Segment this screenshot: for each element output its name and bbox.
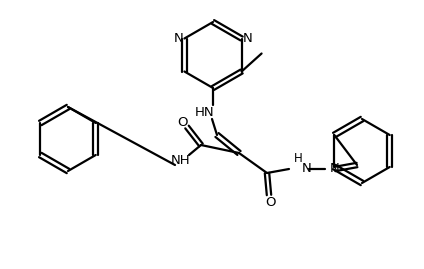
Text: O: O (177, 116, 187, 129)
Text: HN: HN (195, 107, 215, 119)
Text: NH: NH (171, 154, 191, 168)
Text: N: N (330, 162, 340, 175)
Text: N: N (243, 32, 252, 45)
Text: O: O (266, 196, 276, 208)
Text: H: H (294, 153, 302, 165)
Text: N: N (302, 162, 312, 175)
Text: N: N (173, 32, 183, 45)
